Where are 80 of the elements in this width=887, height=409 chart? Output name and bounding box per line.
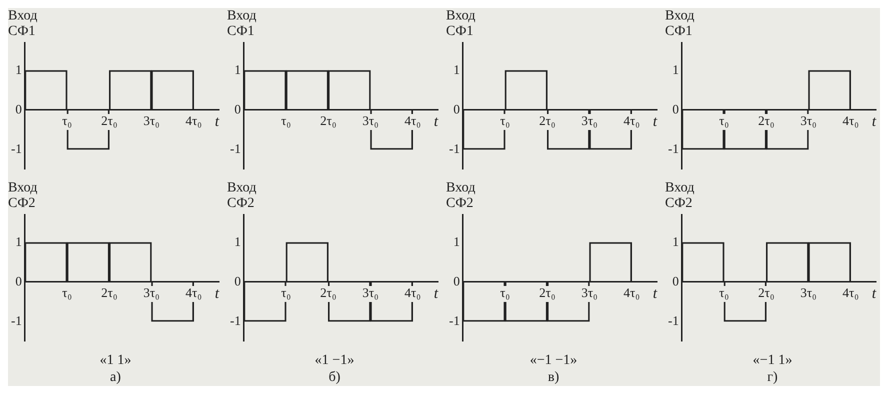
y-tick-label: -1 (10, 140, 22, 156)
x-tick-label: 2τ₀ (539, 284, 556, 300)
x-tick-label: 4τ₀ (186, 284, 202, 300)
x-axis-title: t (434, 286, 439, 302)
x-tick-label: 4τ₀ (404, 112, 421, 128)
text: «−1 1» (752, 352, 794, 369)
x-tick-label: 2τ₀ (320, 112, 336, 128)
x-axis-title: t (434, 114, 439, 130)
x-tick-label: 3τ₀ (362, 284, 379, 300)
y-tick-label: 1 (15, 62, 22, 77)
x-tick-label: 2τ₀ (320, 284, 336, 300)
y-axis-title: Вход СФ2 (665, 180, 694, 211)
x-tick-label: τ₀ (719, 112, 729, 128)
y-tick-label: 0 (453, 101, 460, 116)
x-tick-label: τ₀ (62, 284, 72, 300)
x-tick-label: 3τ₀ (581, 284, 598, 300)
x-tick-label: 4τ₀ (404, 284, 421, 300)
x-tick-label: 3τ₀ (800, 284, 817, 300)
y-axis-title: Вход СФ1 (8, 8, 38, 39)
x-tick-label: τ₀ (500, 112, 510, 128)
y-axis-title: Вход СФ1 (446, 8, 476, 39)
x-tick-label: 3τ₀ (143, 284, 160, 300)
y-tick-label: -1 (448, 312, 460, 328)
x-tick-label: 2τ₀ (101, 284, 118, 300)
y-tick-label: 1 (672, 62, 679, 77)
x-tick-label: 4τ₀ (624, 112, 640, 128)
y-tick-label: 1 (234, 234, 241, 249)
text: б) (328, 369, 342, 386)
y-tick-label: 0 (672, 273, 679, 288)
y-tick-label: -1 (668, 140, 679, 156)
y-tick-label: 0 (672, 101, 679, 116)
x-tick-label: 4τ₀ (842, 284, 859, 300)
x-axis-title: t (214, 286, 220, 302)
x-tick-label: τ₀ (719, 284, 729, 300)
y-tick-label: -1 (10, 312, 22, 328)
y-axis-title: Вход СФ1 (227, 8, 256, 39)
text: г) (766, 369, 779, 386)
y-tick-label: -1 (230, 312, 241, 328)
y-tick-label: 1 (15, 234, 22, 249)
x-tick-label: τ₀ (62, 112, 72, 128)
y-axis-title: Вход СФ2 (8, 180, 38, 211)
x-tick-label: 4τ₀ (186, 112, 202, 128)
y-tick-label: -1 (230, 140, 241, 156)
x-tick-label: τ₀ (281, 112, 291, 128)
x-tick-label: 4τ₀ (842, 112, 859, 128)
y-tick-label: 0 (453, 273, 460, 288)
text: а) (109, 369, 122, 386)
text: в) (546, 369, 560, 386)
x-tick-label: 3τ₀ (362, 112, 379, 128)
x-axis-title: t (214, 114, 220, 130)
y-tick-label: -1 (668, 312, 679, 328)
y-tick-label: -1 (448, 140, 460, 156)
y-tick-label: 1 (453, 234, 460, 249)
y-tick-label: 0 (15, 101, 22, 116)
x-tick-label: τ₀ (500, 284, 510, 300)
text: «1 −1» (314, 352, 356, 369)
x-tick-label: 3τ₀ (143, 112, 160, 128)
x-tick-label: 2τ₀ (539, 112, 556, 128)
y-axis-title: Вход СФ2 (446, 180, 476, 211)
x-tick-label: 2τ₀ (101, 112, 118, 128)
text: «1 1» (98, 352, 132, 369)
x-axis-title: t (652, 286, 658, 302)
y-tick-label: 1 (453, 62, 460, 77)
x-tick-label: 4τ₀ (624, 284, 640, 300)
y-axis-title: Вход СФ2 (227, 180, 256, 211)
y-tick-label: 0 (234, 273, 241, 288)
x-tick-label: 3τ₀ (800, 112, 817, 128)
x-axis-title: t (872, 114, 877, 130)
y-tick-label: 1 (234, 62, 241, 77)
y-tick-label: 1 (672, 234, 679, 249)
x-axis-title: t (652, 114, 658, 130)
x-tick-label: 2τ₀ (758, 284, 774, 300)
text: «−1 −1» (528, 352, 578, 369)
x-tick-label: τ₀ (281, 284, 291, 300)
y-tick-label: 0 (15, 273, 22, 288)
x-tick-label: 2τ₀ (758, 112, 774, 128)
y-axis-title: Вход СФ1 (665, 8, 694, 39)
x-axis-title: t (872, 286, 877, 302)
y-tick-label: 0 (234, 101, 241, 116)
x-tick-label: 3τ₀ (581, 112, 598, 128)
